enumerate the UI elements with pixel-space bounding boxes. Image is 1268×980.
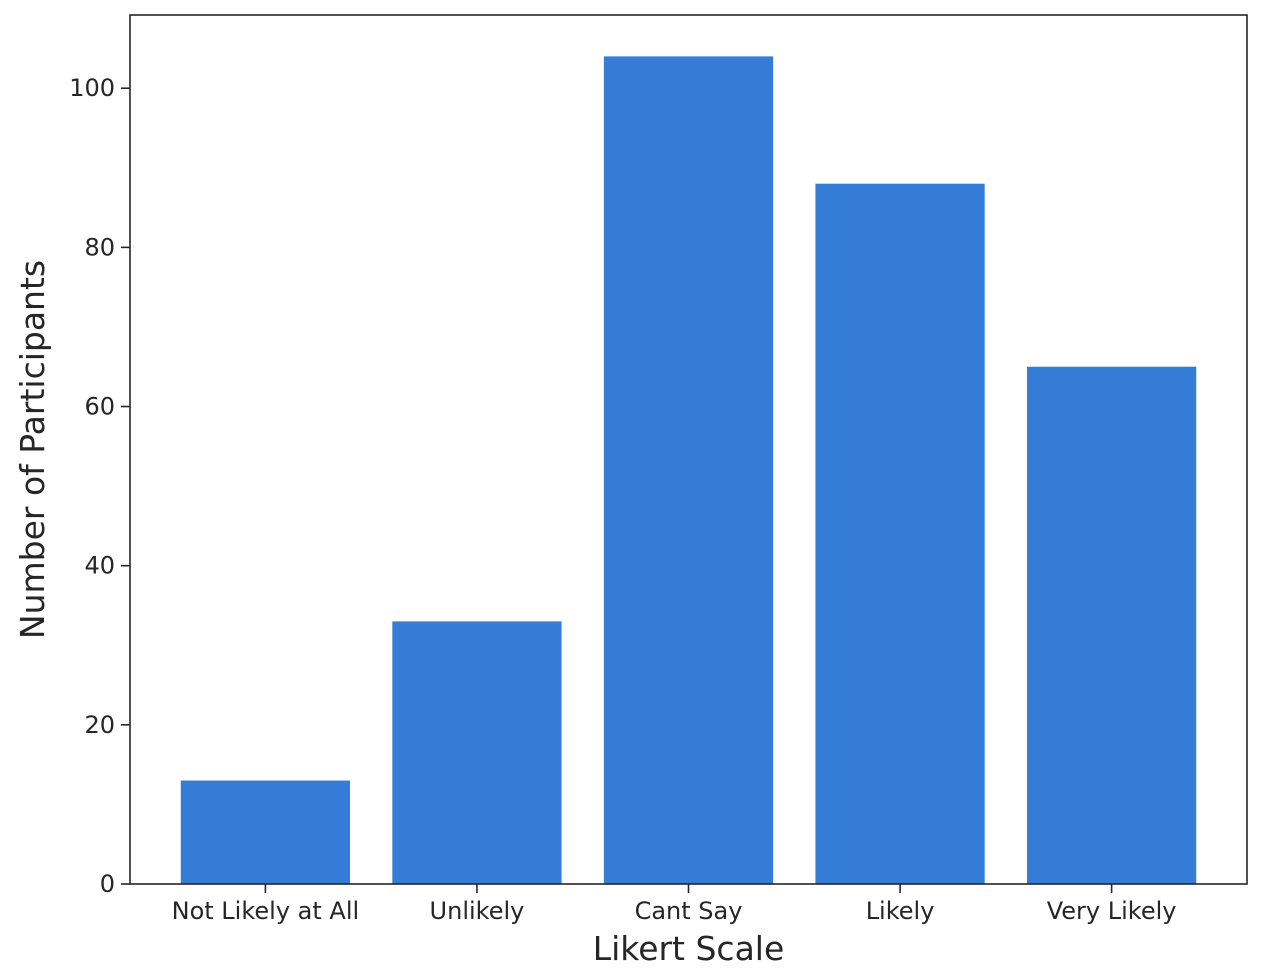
y-tick-label: 0	[100, 870, 115, 898]
bar-not-likely-at-all	[180, 780, 351, 884]
x-tick-label: Unlikely	[430, 897, 525, 925]
y-axis: 0 20 40 60 80 100	[69, 74, 130, 898]
bar-very-likely	[1026, 366, 1197, 884]
x-tick-label: Not Likely at All	[172, 897, 360, 925]
y-tick-label: 80	[84, 233, 115, 261]
x-axis-title: Likert Scale	[593, 929, 785, 968]
y-tick-label: 100	[69, 74, 115, 102]
x-tick-label: Cant Say	[635, 897, 743, 925]
x-tick-label: Very Likely	[1047, 897, 1177, 925]
y-tick-label: 60	[84, 393, 115, 421]
bar-likely	[815, 183, 985, 884]
bar-unlikely	[392, 621, 562, 884]
y-axis-title: Number of Participants	[13, 260, 52, 639]
y-tick-label: 20	[84, 711, 115, 739]
y-tick-label: 40	[84, 552, 115, 580]
bars-group	[180, 56, 1197, 884]
x-axis: Not Likely at All Unlikely Cant Say Likely V…	[172, 884, 1177, 925]
x-tick-label: Likely	[866, 897, 935, 925]
bar-cant-say	[603, 56, 774, 884]
